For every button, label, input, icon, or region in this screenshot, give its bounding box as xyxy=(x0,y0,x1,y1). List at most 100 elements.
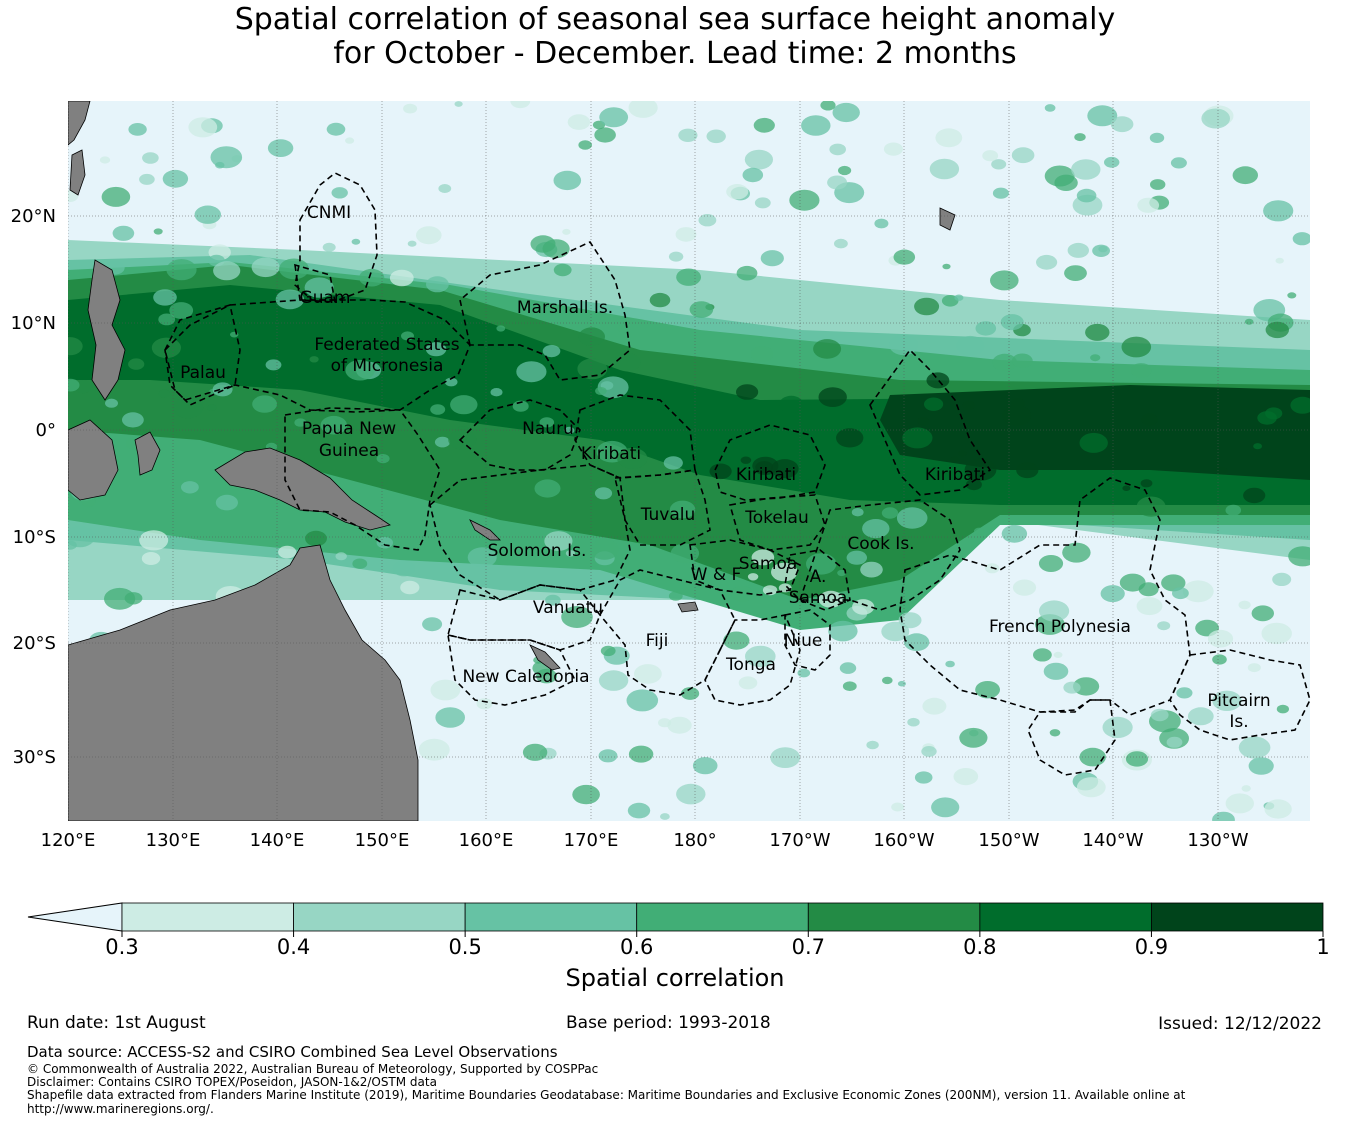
field-speckle xyxy=(417,262,442,280)
field-speckle xyxy=(544,531,573,551)
field-speckle xyxy=(278,545,297,559)
asia-coast-landmass xyxy=(68,101,91,146)
region-label: Is. xyxy=(1229,712,1248,732)
field-speckle xyxy=(742,167,764,183)
longitude-label: 160°E xyxy=(459,830,514,851)
field-speckle xyxy=(1248,757,1274,775)
field-speckle xyxy=(1136,597,1163,616)
field-speckle xyxy=(628,745,654,763)
field-speckle xyxy=(736,265,758,281)
field-speckle xyxy=(128,122,147,136)
region-label: New Caledonia xyxy=(462,667,589,687)
latitude-label: 20°S xyxy=(13,633,56,654)
field-speckle xyxy=(142,152,159,164)
eez-pitcairn-east xyxy=(1169,649,1311,741)
field-speckle xyxy=(903,633,930,652)
field-speckle xyxy=(1073,677,1100,696)
eez-fsm xyxy=(164,299,471,413)
field-speckle xyxy=(516,361,547,383)
field-speckle xyxy=(874,218,889,229)
colorbar-tick-label: 0.4 xyxy=(277,935,310,959)
field-speckle xyxy=(345,137,355,144)
correlation-field xyxy=(68,101,1310,821)
field-speckle xyxy=(1161,574,1186,592)
field-speckle xyxy=(974,527,985,535)
borneo-landmass xyxy=(68,419,119,501)
hawaii-landmass xyxy=(939,207,956,231)
field-speckle xyxy=(112,225,135,241)
field-speckle xyxy=(1212,654,1227,665)
correlation-band-6 xyxy=(880,385,1310,480)
field-speckle xyxy=(1217,467,1228,475)
field-speckle xyxy=(834,238,848,249)
taiwan-landmass xyxy=(69,149,86,196)
eez-american-samoa xyxy=(784,549,851,611)
field-speckle xyxy=(345,359,375,381)
field-speckle xyxy=(1063,681,1081,694)
colorbar-segment xyxy=(1151,902,1324,932)
field-speckle xyxy=(539,417,555,428)
field-speckle xyxy=(534,479,561,498)
field-speckle xyxy=(128,358,145,370)
field-speckle xyxy=(438,184,452,193)
field-speckle xyxy=(896,507,928,529)
longitude-label: 140°W xyxy=(1082,830,1143,851)
field-speckle xyxy=(1149,132,1165,143)
field-speckle xyxy=(599,107,629,128)
field-speckle xyxy=(450,395,478,415)
field-speckle xyxy=(770,747,801,768)
field-speckle xyxy=(401,331,414,341)
field-speckle xyxy=(827,175,848,190)
field-speckle xyxy=(964,458,997,481)
field-speckle xyxy=(991,159,1007,170)
region-label: Cook Is. xyxy=(847,534,914,554)
colorbar: 0.3 0.4 0.5 0.6 0.7 0.8 0.9 1 Spatial correlati… xyxy=(27,902,1330,992)
field-speckle xyxy=(166,259,197,281)
field-speckle xyxy=(698,214,717,227)
region-label: Federated States xyxy=(314,335,459,355)
latitude-label: 10°N xyxy=(11,313,56,334)
field-speckle xyxy=(1092,244,1110,257)
field-speckle xyxy=(736,384,759,400)
colorbar-tick-label: 0.7 xyxy=(792,935,825,959)
field-speckle xyxy=(921,746,937,757)
field-speckle xyxy=(953,768,979,786)
field-speckle xyxy=(692,757,718,775)
field-speckle xyxy=(842,681,857,691)
field-speckle xyxy=(751,549,775,566)
field-speckle xyxy=(564,426,575,434)
field-speckle xyxy=(600,645,616,657)
field-speckle xyxy=(430,404,446,415)
field-speckle xyxy=(779,395,804,413)
field-speckle xyxy=(1137,197,1160,213)
region-label: CNMI xyxy=(307,203,351,223)
field-speckle xyxy=(818,590,843,608)
field-speckle xyxy=(954,294,964,301)
field-speckle xyxy=(1043,662,1069,680)
field-speckle xyxy=(1122,485,1131,492)
eez-pitcairn xyxy=(1027,699,1116,776)
field-speckle xyxy=(744,149,774,170)
field-speckle xyxy=(594,487,613,500)
field-speckle xyxy=(941,295,959,307)
field-speckle xyxy=(545,594,561,606)
longitude-label: 160°W xyxy=(873,830,934,851)
field-speckle xyxy=(922,697,947,715)
field-speckle xyxy=(522,743,548,761)
field-speckle xyxy=(1251,605,1275,622)
field-speckle xyxy=(762,585,778,596)
field-speckle xyxy=(490,388,503,397)
eez-png xyxy=(284,407,441,551)
field-speckle xyxy=(1207,629,1234,648)
field-speckle xyxy=(594,127,616,143)
field-speckle xyxy=(352,558,368,569)
region-label: of Micronesia xyxy=(331,356,444,376)
field-speckle xyxy=(1121,336,1152,358)
field-speckle xyxy=(1001,524,1028,543)
region-label: Nauru xyxy=(522,419,574,439)
region-label: Marshall Is. xyxy=(517,298,613,318)
longitude-labels: 120°E 130°E 140°E 150°E 160°E 170°E 180° 170°W 1… xyxy=(41,830,1249,851)
field-speckle xyxy=(400,580,420,595)
field-speckle xyxy=(1079,432,1108,453)
